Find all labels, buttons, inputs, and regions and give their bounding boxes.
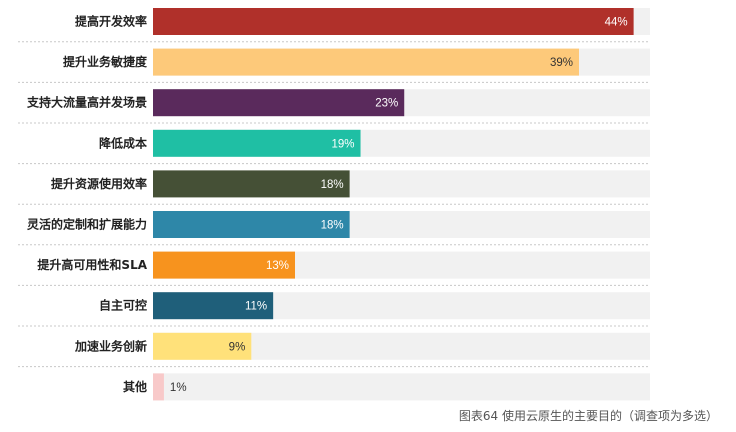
bar-row: 提升业务敏捷度 39% [18, 48, 650, 83]
value-label: 18% [321, 220, 344, 232]
category-label: 其他 [123, 379, 147, 394]
bar-row: 自主可控 11% [18, 292, 650, 327]
bar [153, 373, 164, 401]
bar [153, 8, 634, 35]
bar-row: 提升高可用性和SLA 13% [18, 251, 650, 286]
category-label: 提升业务敏捷度 [63, 54, 148, 69]
category-label: 灵活的定制和扩展能力 [27, 217, 147, 232]
bar [153, 170, 350, 198]
bar-row: 加速业务创新 9% [18, 332, 650, 368]
category-label: 提升高可用性和SLA [37, 257, 147, 272]
category-label: 提升资源使用效率 [51, 176, 147, 191]
bar [153, 251, 295, 279]
chart-rows: 提高开发效率 44% 提升业务敏捷度 39% 支持大流量高并发场景 23% 降低成本 19% 提… [18, 8, 650, 401]
value-label: 23% [375, 98, 398, 110]
bar-row: 灵活的定制和扩展能力 18% [18, 211, 650, 246]
value-label: 18% [321, 179, 344, 191]
category-label: 提高开发效率 [75, 14, 147, 29]
bar-row: 提升资源使用效率 18% [18, 170, 650, 205]
bar [153, 292, 274, 320]
category-label: 降低成本 [99, 135, 147, 150]
value-label: 39% [550, 57, 573, 69]
value-label: 44% [605, 17, 628, 29]
bar-track [153, 373, 650, 401]
figure-caption: 图表64 使用云原生的主要目的（调查项为多选） [459, 408, 718, 423]
bar [153, 48, 579, 76]
category-label: 加速业务创新 [74, 338, 147, 353]
bar-row: 支持大流量高并发场景 23% [18, 89, 650, 124]
bar [153, 332, 252, 360]
bar [153, 129, 361, 157]
bar-row: 其他 1% [123, 373, 650, 401]
bar [153, 89, 405, 117]
value-label: 9% [229, 341, 246, 353]
category-label: 自主可控 [99, 298, 147, 313]
value-label: 13% [266, 260, 289, 272]
category-label: 支持大流量高并发场景 [26, 95, 147, 110]
value-label: 1% [170, 382, 187, 394]
bar-row: 降低成本 19% [18, 129, 650, 165]
value-label: 11% [245, 301, 267, 313]
bar [153, 211, 350, 238]
bar-row: 提高开发效率 44% [18, 8, 650, 43]
value-label: 19% [332, 138, 355, 150]
